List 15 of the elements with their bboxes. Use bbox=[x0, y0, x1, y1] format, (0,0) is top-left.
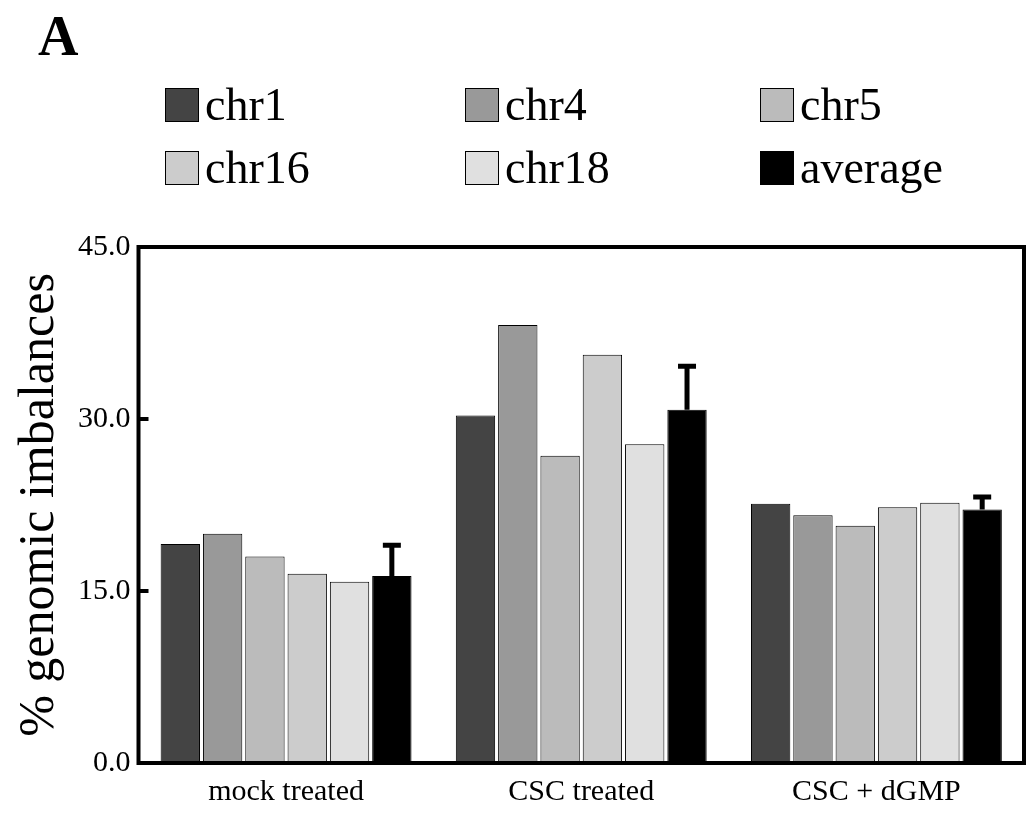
legend-label: chr5 bbox=[800, 78, 882, 131]
legend-label: chr1 bbox=[205, 78, 287, 131]
legend-label: chr16 bbox=[205, 141, 310, 194]
x-tick-label: CSC treated bbox=[508, 772, 655, 806]
text: A bbox=[38, 5, 79, 67]
legend-label: chr4 bbox=[505, 78, 587, 131]
y-axis-title: % genomic imbalances bbox=[8, 273, 65, 737]
x-tick-label: CSC + dGMP bbox=[792, 772, 961, 806]
y-tick-label: 45.0 bbox=[78, 227, 131, 261]
y-tick-label: 0.0 bbox=[93, 743, 131, 777]
y-tick-label: 30.0 bbox=[78, 399, 131, 433]
legend-label: average bbox=[800, 141, 943, 194]
x-tick-label: mock treated bbox=[208, 772, 364, 806]
legend-label: chr18 bbox=[505, 141, 610, 194]
y-tick-label: 15.0 bbox=[78, 571, 131, 605]
